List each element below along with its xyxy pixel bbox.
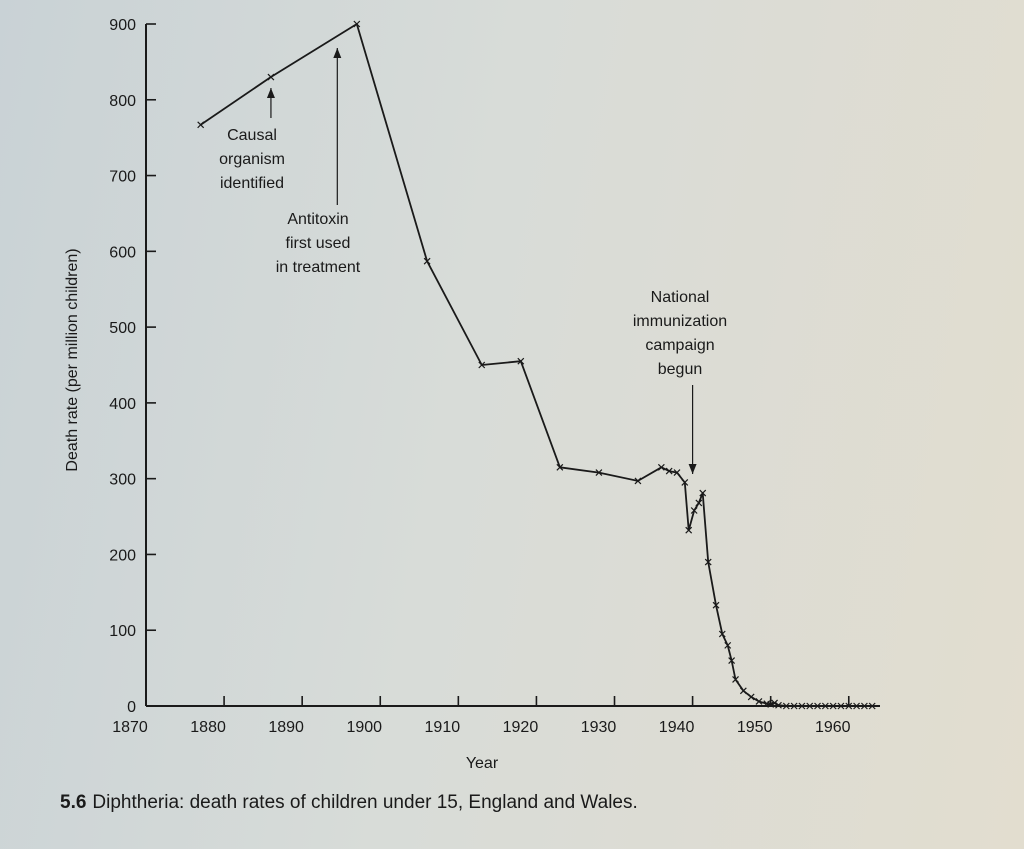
data-point [732,676,739,683]
data-point [798,702,806,710]
data-point [739,687,747,695]
figure-caption: 5.6 Diphtheria: death rates of children u… [60,792,638,814]
x-tick-label: 1900 [346,719,382,736]
series-line [200,23,873,707]
x-tick-label: 1890 [268,719,304,736]
annotation-1: Causal organism identified [219,88,285,192]
data-point [782,702,790,710]
data-point [724,641,732,649]
data-point [685,526,693,534]
y-tick-label: 700 [109,169,136,186]
data-point [790,702,798,710]
y-tick-label: 0 [127,699,136,716]
data-point [837,702,845,710]
x-tick-label: 1950 [737,719,773,736]
figure-number: 5.6 [60,792,87,813]
data-point [853,702,860,710]
data-point [556,463,564,471]
data-point [704,558,712,566]
data-point [197,121,205,129]
data-point [860,702,868,710]
data-point [423,257,431,265]
data-point [829,702,837,710]
data-point [267,73,275,81]
x-tick-label: 1940 [659,719,695,736]
annotation-text: Antitoxin [287,211,348,228]
data-point [814,702,821,710]
data-point [634,477,642,485]
annotation-2: Antitoxin first used in treatment [276,48,361,276]
x-tick-label: 1880 [190,719,226,736]
data-point [595,469,603,477]
y-tick-label: 400 [109,396,136,413]
y-tick-label: 100 [109,623,136,640]
data-point [728,657,736,664]
data-point [821,702,829,710]
data-point [478,361,486,369]
y-tick-label: 900 [109,17,136,34]
figure-caption-text: Diphtheria: death rates of children unde… [92,792,638,813]
data-point [806,702,814,710]
chart-series [197,20,876,710]
chart-annotations: Causal organism identified Antitoxin first u… [219,48,727,474]
data-point [712,601,720,609]
data-point [755,698,763,705]
annotation-text: campaign [645,337,714,354]
data-point [699,489,707,497]
data-point [868,702,876,710]
x-tick-label: 1870 [112,719,148,736]
data-point [775,701,782,709]
data-point [681,479,689,486]
data-point [747,693,755,701]
annotation-text: first used [286,235,351,252]
data-point [695,499,703,507]
data-point [845,702,853,710]
y-axis-title: Death rate (per million children) [64,248,81,471]
x-tick-label: 1960 [815,719,851,736]
y-tick-label: 600 [109,244,136,261]
annotation-text: National [651,289,710,306]
x-axis-title: Year [466,755,499,772]
data-point [673,469,681,477]
y-tick-label: 500 [109,320,136,337]
data-point [517,357,525,365]
y-tick-label: 300 [109,472,136,489]
data-point [657,463,665,471]
arrow-head [333,48,342,58]
arrow-head [266,88,275,98]
data-point [690,507,698,514]
annotation-text: Causal [227,127,277,144]
x-tick-label: 1920 [503,719,539,736]
y-tick-label: 200 [109,547,136,564]
y-tick-label: 800 [109,93,136,110]
data-point [353,20,361,28]
x-tick-label: 1910 [425,719,461,736]
data-point [771,699,779,707]
chart-axes: 0 100 200 300 400 500 600 700 800 900 1870 1880 1890… [109,17,880,736]
data-point [718,630,726,638]
annotation-text: begun [658,361,703,378]
data-point [767,701,775,708]
arrow-head [688,464,697,474]
data-point [665,467,673,475]
x-tick-label: 1930 [581,719,617,736]
annotation-text: organism [219,151,285,168]
annotation-3: National immunization campaign begun [633,289,727,474]
annotation-text: immunization [633,313,727,330]
annotation-text: identified [220,175,284,192]
annotation-text: in treatment [276,259,361,276]
